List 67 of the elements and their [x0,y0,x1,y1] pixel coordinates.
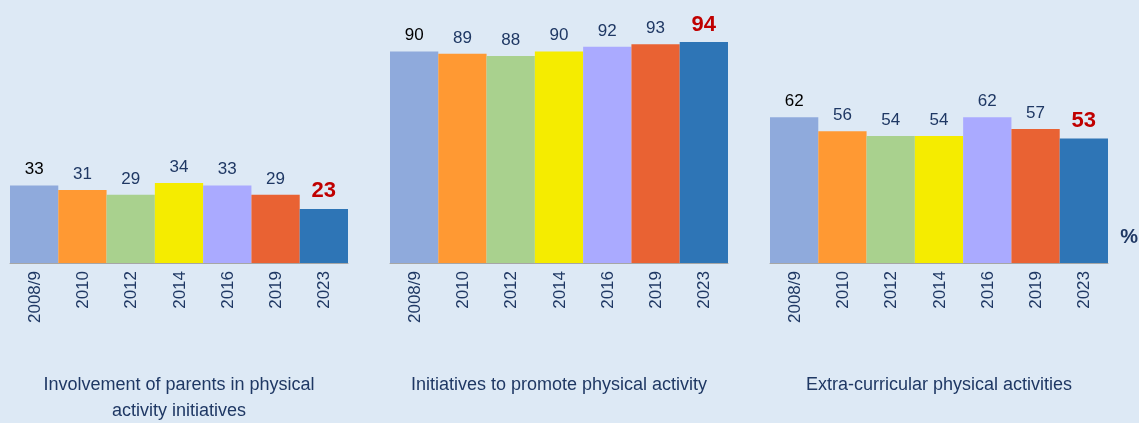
bar [914,136,964,263]
bar [679,42,728,263]
x-tick-label: 2010 [832,271,852,309]
bar [390,51,439,263]
x-tick-label: 2023 [314,271,334,309]
x-tick-label: 2019 [1026,271,1046,309]
bar [963,117,1012,263]
bar [770,117,819,263]
bar [1011,128,1060,263]
x-tick-label: 2016 [597,271,617,309]
bar [203,185,252,263]
bar [10,185,59,263]
data-label: 31 [72,164,92,184]
data-label: 93 [646,18,666,38]
x-tick-label: 2012 [501,271,521,309]
data-label: 56 [832,105,852,125]
x-tick-label: 2012 [121,271,141,309]
data-label: 54 [929,110,949,130]
x-tick-label: 2014 [549,271,569,309]
data-label: 33 [24,159,44,179]
bar [299,208,348,263]
data-label: 62 [977,91,997,111]
data-label: 90 [549,25,569,45]
data-label: 53 [1071,106,1097,132]
bar [106,194,155,263]
x-axis-title: Extra-curricular physical activities [804,373,1074,396]
data-label: 29 [266,168,286,188]
x-axis-title: Involvement of parents in physical activity initiatives [42,373,316,422]
data-label: 23 [311,177,337,203]
x-tick-label: 2010 [452,271,472,309]
data-label: 34 [169,157,189,177]
x-tick-label: 2014 [169,271,189,309]
x-tick-label: 2008/9 [404,271,424,323]
data-label: 89 [452,27,472,47]
data-label: 54 [881,110,901,130]
x-tick-label: 2019 [266,271,286,309]
x-tick-label: 2014 [929,271,949,309]
bar [58,190,107,263]
x-tick-label: 2023 [694,271,714,309]
text: % [1120,225,1139,247]
bar [631,44,680,263]
x-tick-label: 2023 [1074,271,1094,309]
bar [534,51,584,263]
data-label: 62 [784,91,804,111]
x-tick-label: 2012 [881,271,901,309]
bar [583,46,632,263]
bar [438,53,487,263]
bar [154,183,204,263]
data-label: 90 [404,25,424,45]
bar [251,194,300,263]
x-tick-label: 2008/9 [24,271,44,323]
bar [1059,138,1108,263]
x-tick-label: 2010 [72,271,92,309]
bar [866,136,915,263]
x-axis-title: Initiatives to promote physical activity [409,373,709,396]
x-tick-label: 2008/9 [784,271,804,323]
x-tick-label: 2016 [977,271,997,309]
x-tick-label: 2019 [646,271,666,309]
data-label: 29 [121,168,141,188]
data-label: 57 [1026,102,1046,122]
x-tick-label: 2016 [217,271,237,309]
data-label: 92 [597,20,617,40]
data-label: 94 [691,10,717,36]
bar [818,131,867,263]
data-label: 88 [501,30,521,50]
bar [486,56,535,263]
data-label: 33 [217,159,237,179]
